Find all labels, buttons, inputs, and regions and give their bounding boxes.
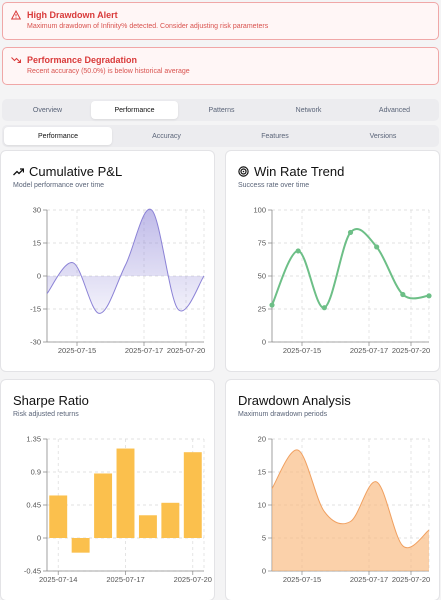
sub-tab-bar: Performance Accuracy Features Versions	[2, 125, 439, 147]
win-rate-card: Win Rate Trend Success rate over time 10…	[225, 150, 440, 372]
trend-down-icon	[11, 57, 21, 63]
card-subtitle: Risk adjusted returns	[13, 411, 79, 418]
drawdown-area	[272, 449, 429, 571]
high-drawdown-alert: High Drawdown Alert Maximum drawdown of …	[2, 2, 439, 40]
sharpe-bar	[161, 502, 180, 538]
sharpe-bar	[94, 473, 113, 538]
drawdown-card: Drawdown Analysis Maximum drawdown perio…	[225, 379, 440, 600]
sharpe-bar	[138, 515, 157, 538]
y-tick-label: 30	[33, 206, 41, 215]
win-rate-chart: 100 75 50 25 0 2025-07-15 2025-07-17 2025-07-20	[253, 206, 432, 355]
alert-title: High Drawdown Alert	[27, 10, 118, 20]
tab-advanced[interactable]: Advanced	[378, 106, 411, 114]
tab-overview[interactable]: Overview	[32, 106, 63, 114]
y-tick-label: 25	[258, 305, 266, 314]
card-title: Drawdown Analysis	[238, 393, 351, 408]
pnl-area	[47, 209, 204, 314]
y-tick-label: 0	[37, 272, 41, 281]
x-tick-label: 2025-07-17	[350, 346, 388, 355]
win-rate-point	[269, 302, 275, 308]
trend-up-icon	[13, 168, 24, 176]
pnl-chart: 30 15 0 -15 -30 2025-07-15 2025-07-17 2025-07-2…	[30, 206, 205, 356]
y-tick-label: 0	[37, 534, 41, 543]
win-rate-point	[321, 305, 327, 311]
y-tick-label: 75	[258, 239, 266, 248]
y-tick-label: 15	[258, 468, 266, 477]
card-title: Win Rate Trend	[238, 164, 344, 179]
x-tick-label: 2025-07-14	[39, 575, 77, 584]
target-icon	[238, 166, 249, 177]
drawdown-line	[271, 449, 430, 549]
x-tick-label: 2025-07-15	[283, 346, 321, 355]
card-subtitle: Success rate over time	[238, 182, 310, 189]
alert-message: Recent accuracy (50.0%) is below histori…	[27, 68, 190, 75]
y-tick-label: 1.35	[26, 435, 41, 444]
card-title-text: Cumulative P&L	[29, 164, 123, 179]
tab-performance[interactable]: Performance	[91, 101, 178, 119]
sharpe-bar	[71, 538, 90, 553]
y-tick-label: 15	[33, 239, 41, 248]
drawdown-chart: 20 15 10 5 0 2025-07-15 2025-07-17 2025-07-20	[258, 435, 431, 585]
x-tick-label: 2025-07-20	[167, 346, 205, 355]
warning-triangle-icon	[11, 10, 21, 20]
win-rate-point	[374, 244, 380, 250]
x-tick-label: 2025-07-17	[125, 346, 163, 355]
pnl-line	[46, 208, 205, 314]
pnl-card: Cumulative P&L Model performance over ti…	[0, 150, 215, 372]
card-title-text: Win Rate Trend	[254, 164, 345, 179]
card-subtitle: Maximum drawdown periods	[238, 411, 328, 418]
card-title: Cumulative P&L	[13, 164, 122, 179]
tab-network[interactable]: Network	[295, 106, 322, 114]
sharpe-card: Sharpe Ratio Risk adjusted returns 1.35 0…	[0, 379, 215, 600]
subtab-features[interactable]: Features	[261, 132, 289, 140]
win-rate-point	[347, 229, 354, 236]
sharpe-bar	[49, 495, 68, 538]
card-title: Sharpe Ratio	[13, 393, 89, 408]
sharpe-bar	[183, 452, 202, 538]
y-tick-label: 0	[262, 567, 266, 576]
win-rate-line	[271, 228, 430, 309]
main-tab-bar: Overview Performance Patterns Network Ad…	[2, 99, 439, 121]
y-tick-label: 10	[258, 501, 266, 510]
x-tick-label: 2025-07-20	[174, 575, 212, 584]
x-tick-label: 2025-07-20	[392, 575, 430, 584]
sharpe-bar	[116, 448, 135, 538]
card-subtitle: Model performance over time	[13, 182, 105, 189]
y-tick-label: -0.45	[24, 567, 41, 576]
x-tick-label: 2025-07-15	[58, 346, 96, 355]
x-tick-label: 2025-07-17	[106, 575, 144, 584]
subtab-performance[interactable]: Performance	[4, 127, 112, 145]
y-tick-label: 5	[262, 534, 266, 543]
tab-patterns[interactable]: Patterns	[208, 106, 235, 114]
win-rate-point	[426, 293, 432, 299]
y-tick-label: 0.9	[31, 468, 41, 477]
subtab-versions[interactable]: Versions	[369, 132, 397, 140]
y-tick-label: -30	[30, 338, 41, 347]
subtab-accuracy[interactable]: Accuracy	[152, 132, 181, 140]
win-rate-point	[400, 291, 406, 298]
win-rate-point	[295, 248, 301, 254]
alert-title: Performance Degradation	[27, 55, 138, 65]
alert-message: Maximum drawdown of Infinity% detected. …	[27, 23, 269, 30]
y-tick-label: 50	[258, 272, 266, 281]
y-tick-label: 20	[258, 435, 266, 444]
y-tick-label: 0.45	[26, 501, 41, 510]
x-tick-label: 2025-07-20	[392, 346, 430, 355]
y-tick-label: 100	[253, 206, 266, 215]
y-tick-label: -15	[30, 305, 41, 314]
x-tick-label: 2025-07-17	[350, 575, 388, 584]
performance-degradation-alert: Performance Degradation Recent accuracy …	[2, 47, 439, 85]
x-tick-label: 2025-07-15	[283, 575, 321, 584]
y-tick-label: 0	[262, 338, 266, 347]
